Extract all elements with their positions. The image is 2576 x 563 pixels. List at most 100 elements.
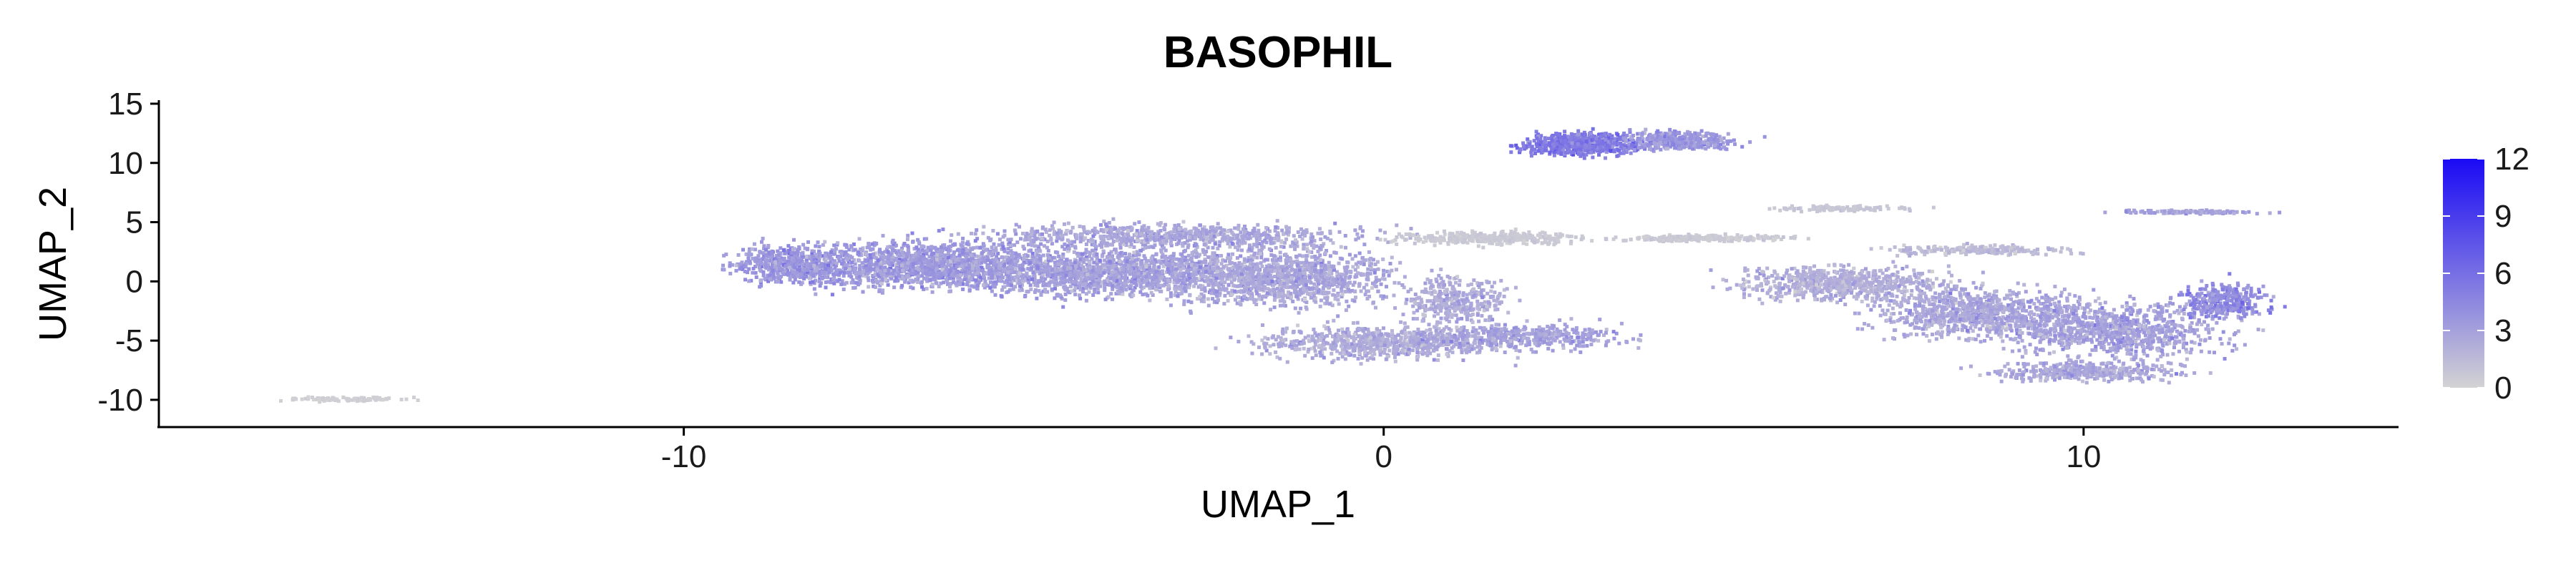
cell-point [1356,271,1360,275]
cell-point [1002,259,1006,263]
cell-point [1221,265,1226,269]
cell-point [866,275,870,280]
cell-point [892,274,896,278]
cell-point [1133,285,1137,290]
cell-point [985,255,990,259]
cell-point [758,265,761,270]
cell-point [1319,238,1323,241]
cell-point [1081,268,1085,272]
cell-point [881,288,885,293]
cell-point [805,268,809,272]
cell-point [875,268,879,272]
cell-point [988,280,992,285]
cell-point [1246,283,1251,286]
cell-point [1319,269,1324,273]
cell-point [1178,278,1181,283]
cell-point [1101,249,1106,253]
cell-point [815,266,819,270]
cell-point [1182,299,1186,303]
cell-point [757,260,761,264]
cell-point [1387,273,1391,278]
cell-point [1044,259,1048,263]
cell-point [793,265,797,270]
cell-point [1187,263,1191,267]
cell-point [786,248,791,253]
cell-point [1017,253,1021,257]
cell-point [952,250,957,254]
cell-point [917,268,921,272]
cell-point [1336,314,1340,318]
cell-point [998,278,1002,282]
cell-point [879,272,884,276]
cell-point [1015,255,1019,258]
cell-point [793,263,797,267]
cell-point [871,274,875,278]
cell-point [876,258,880,263]
cell-point [1081,286,1085,290]
cell-point [1065,278,1070,283]
cell-point [1120,253,1124,258]
cell-point [969,277,973,281]
cell-point [1111,287,1115,291]
cell-point [900,283,904,288]
cell-point [1157,265,1161,269]
cell-point [1132,275,1136,279]
cell-point [911,240,915,244]
cell-point [1091,279,1096,283]
cell-point [954,281,958,285]
cell-point [1018,268,1023,273]
cell-point [1236,227,1241,231]
cell-point [917,240,921,244]
cell-point [1264,226,1269,230]
cell-point [1010,266,1015,270]
cell-point [965,272,969,276]
cell-point [1129,267,1133,271]
cell-point [1194,248,1198,253]
cell-point [818,252,822,255]
cell-point [796,256,801,260]
cell-point [840,261,844,265]
cell-point [849,280,854,285]
cell-point [1166,284,1171,288]
cell-point [1256,222,1260,227]
cell-point [1018,225,1021,229]
cell-point [743,265,748,269]
cell-point [1135,258,1139,262]
cell-point [1035,229,1040,233]
cell-point [1237,290,1241,293]
cell-point [930,283,935,287]
cell-point [1289,276,1294,280]
cell-point [1131,293,1136,298]
cell-point [1317,227,1322,231]
cell-point [967,275,972,279]
cell-point [865,267,869,271]
cell-point [1295,259,1299,263]
cell-point [1181,220,1186,224]
cell-point [1240,248,1244,253]
cell-point [1206,283,1211,287]
cell-point [940,249,944,253]
cell-point [1200,278,1204,282]
cell-point [1032,280,1036,284]
cell-point [887,268,891,273]
cell-point [990,253,994,257]
cell-point [758,279,763,283]
cell-point [859,253,864,257]
cell-point [1060,276,1064,280]
cell-point [966,268,970,273]
cell-point [770,263,774,268]
cell-point [1043,288,1048,292]
cell-point [830,248,834,253]
cell-point [937,285,941,288]
cell-point [940,264,945,268]
cell-point [1028,261,1032,265]
cell-point [1316,231,1320,235]
cell-point [930,285,935,289]
cell-point [870,242,874,246]
cell-point [1259,261,1263,265]
cell-point [1006,247,1010,251]
cell-point [1237,278,1241,283]
cell-point [1026,267,1030,271]
cell-point [965,248,970,253]
